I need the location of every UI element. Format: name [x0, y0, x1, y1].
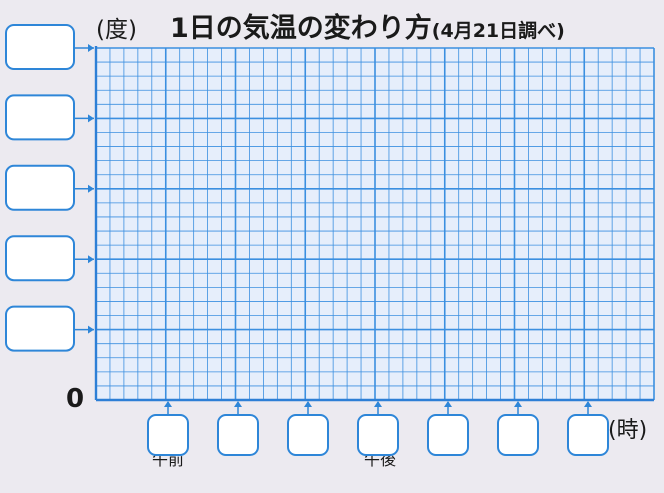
x-box-arrowhead [304, 401, 312, 407]
y-value-input-box[interactable] [5, 164, 75, 211]
x-time-input-box[interactable] [357, 414, 399, 456]
y-box-arrowhead [88, 44, 94, 52]
y-box-arrowhead [88, 114, 94, 123]
y-axis-unit-label: (度) [96, 17, 137, 43]
y-origin-label: 0 [66, 384, 85, 414]
x-time-input-box[interactable] [287, 414, 329, 456]
y-value-input-box[interactable] [5, 235, 75, 282]
y-box-arrowhead [88, 325, 94, 334]
x-time-input-box[interactable] [567, 414, 609, 456]
chart-title: 1日の気温の変わり方(4月21日調べ) [170, 6, 565, 45]
x-box-arrowhead [164, 401, 172, 407]
chart-title-main: 1日の気温の変わり方 [170, 13, 432, 44]
x-box-arrowhead [514, 401, 522, 407]
x-box-arrowhead [374, 401, 382, 407]
x-time-input-box[interactable] [497, 414, 539, 456]
chart-subtitle: (4月21日調べ) [431, 20, 565, 42]
y-value-input-box[interactable] [5, 24, 75, 70]
y-value-input-box[interactable] [5, 305, 75, 352]
x-time-input-box[interactable] [427, 414, 469, 456]
x-box-arrowhead [444, 401, 452, 407]
y-value-input-box[interactable] [5, 94, 75, 141]
x-time-input-box[interactable] [217, 414, 259, 456]
x-box-arrowhead [234, 401, 242, 407]
y-box-arrowhead [88, 184, 94, 193]
y-box-arrowhead [88, 255, 94, 264]
x-time-input-box[interactable] [147, 414, 189, 456]
x-axis-unit-label: (時) [608, 418, 648, 443]
x-box-arrowhead [584, 401, 592, 407]
